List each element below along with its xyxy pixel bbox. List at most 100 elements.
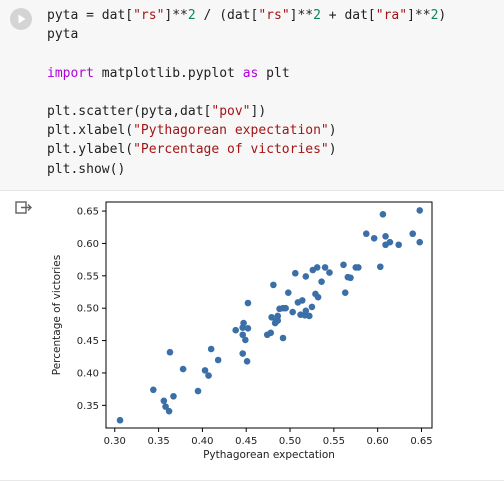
scatter-point bbox=[244, 299, 252, 307]
scatter-point bbox=[284, 289, 292, 296]
x-tick-label: 0.50 bbox=[279, 436, 301, 447]
code-token: ) bbox=[438, 8, 447, 23]
scatter-point bbox=[165, 407, 173, 415]
scatter-point bbox=[302, 273, 310, 280]
code-editor[interactable]: pyta = dat["rs"]**2 / (dat["rs"]**2 + da… bbox=[47, 6, 446, 179]
output-redirect-icon[interactable] bbox=[14, 200, 34, 216]
y-tick-label: 0.65 bbox=[77, 207, 99, 218]
scatter-point bbox=[232, 326, 239, 334]
code-token: plt.scatter(pyta,dat[ bbox=[47, 103, 212, 119]
scatter-point bbox=[274, 312, 282, 320]
scatter-point bbox=[306, 312, 313, 320]
scatter-point bbox=[207, 345, 215, 353]
scatter-point bbox=[302, 307, 310, 315]
scatter-point bbox=[291, 269, 299, 277]
scatter-point bbox=[409, 230, 417, 238]
code-token: / (dat[ bbox=[195, 8, 259, 23]
scatter-point bbox=[326, 269, 333, 276]
code-line: plt.xlabel("Pythagorean expectation") bbox=[47, 121, 446, 140]
code-token: "Pythagorean expectation" bbox=[133, 123, 329, 139]
code-token: ]** bbox=[164, 8, 188, 23]
code-token: matplotlib.pyplot bbox=[93, 65, 243, 81]
scatter-point bbox=[395, 241, 402, 249]
play-icon bbox=[18, 14, 26, 24]
code-cell[interactable]: pyta = dat["rs"]**2 / (dat["rs"]**2 + da… bbox=[0, 0, 504, 191]
scatter-point bbox=[150, 386, 157, 394]
scatter-point bbox=[340, 261, 347, 269]
y-tick-label: 0.40 bbox=[77, 368, 99, 379]
code-token: pyta bbox=[47, 27, 79, 43]
code-token: "rs" bbox=[133, 8, 165, 23]
code-token: ) bbox=[328, 142, 337, 158]
scatter-point bbox=[243, 358, 251, 365]
y-tick-label: 0.50 bbox=[77, 304, 99, 315]
x-tick-label: 0.35 bbox=[147, 436, 169, 447]
x-axis: 0.30 0.35 0.40 0.45 0.50 0.55 0.60 0.65 bbox=[104, 428, 433, 447]
scatter-point bbox=[239, 331, 247, 339]
scatter-point bbox=[242, 336, 249, 344]
cell-divider bbox=[0, 480, 504, 481]
scatter-point bbox=[321, 264, 329, 271]
scatter-point bbox=[239, 350, 247, 357]
code-line: plt.show() bbox=[47, 160, 446, 179]
code-line bbox=[47, 83, 446, 102]
run-cell-button[interactable] bbox=[10, 8, 32, 30]
code-token: "Percentage of victories" bbox=[133, 142, 329, 158]
x-tick-label: 0.40 bbox=[191, 436, 213, 447]
code-token: 2 bbox=[313, 8, 321, 23]
scatter-point bbox=[347, 274, 354, 282]
scatter-point bbox=[362, 230, 370, 238]
scatter-point bbox=[299, 297, 306, 304]
y-axis: 0.35 0.40 0.45 0.50 0.55 0.60 0.65 bbox=[77, 207, 106, 412]
code-token: ) bbox=[328, 123, 337, 139]
scatter-point bbox=[313, 264, 321, 271]
code-token: plt.ylabel( bbox=[47, 142, 134, 158]
scatter-point bbox=[274, 317, 282, 324]
scatter-point bbox=[355, 264, 362, 271]
scatter-point bbox=[416, 207, 424, 214]
data-points bbox=[116, 207, 424, 424]
scatter-chart: 0.30 0.35 0.40 0.45 0.50 0.55 0.60 0.65 0.35 0.4… bbox=[51, 201, 433, 460]
code-line bbox=[47, 44, 446, 63]
scatter-point bbox=[308, 303, 316, 311]
scatter-point bbox=[279, 334, 287, 342]
code-line: pyta = dat["rs"]**2 / (dat["rs"]**2 + da… bbox=[47, 6, 446, 25]
scatter-point bbox=[162, 403, 169, 410]
code-token: "rs" bbox=[258, 8, 290, 23]
scatter-point bbox=[341, 289, 349, 296]
code-token: ]** bbox=[407, 8, 431, 23]
scatter-point bbox=[289, 308, 296, 316]
code-token: 2 bbox=[187, 8, 196, 23]
x-tick-label: 0.30 bbox=[104, 436, 126, 447]
x-tick-label: 0.65 bbox=[410, 436, 432, 447]
scatter-point bbox=[179, 365, 187, 373]
scatter-point bbox=[382, 233, 389, 240]
scatter-point bbox=[268, 313, 275, 321]
scatter-point bbox=[201, 367, 209, 374]
scatter-point bbox=[194, 387, 202, 395]
scatter-point bbox=[240, 319, 247, 327]
code-line: pyta bbox=[47, 25, 446, 44]
code-token: + dat[ bbox=[320, 8, 376, 23]
code-token: plt.xlabel( bbox=[47, 123, 134, 139]
scatter-point bbox=[244, 324, 252, 332]
code-token: plt bbox=[258, 65, 290, 81]
scatter-point bbox=[160, 397, 168, 405]
scatter-point bbox=[116, 416, 124, 424]
scatter-point bbox=[379, 211, 387, 218]
scatter-point bbox=[205, 372, 212, 379]
scatter-point bbox=[282, 304, 289, 312]
plot-area bbox=[105, 201, 433, 429]
scatter-point bbox=[416, 238, 424, 246]
x-tick-label: 0.55 bbox=[323, 436, 345, 447]
x-axis-label: Pythagorean expectation bbox=[203, 449, 335, 460]
code-token: "ra" bbox=[375, 8, 408, 23]
scatter-point bbox=[370, 234, 378, 242]
code-token: ]** bbox=[289, 8, 314, 23]
scatter-point bbox=[376, 263, 384, 271]
y-tick-label: 0.45 bbox=[77, 336, 99, 347]
code-line: import matplotlib.pyplot as plt bbox=[47, 64, 446, 83]
code-token: pyta = dat[ bbox=[47, 8, 134, 23]
code-token: ]) bbox=[250, 103, 267, 119]
scatter-point bbox=[267, 329, 275, 337]
